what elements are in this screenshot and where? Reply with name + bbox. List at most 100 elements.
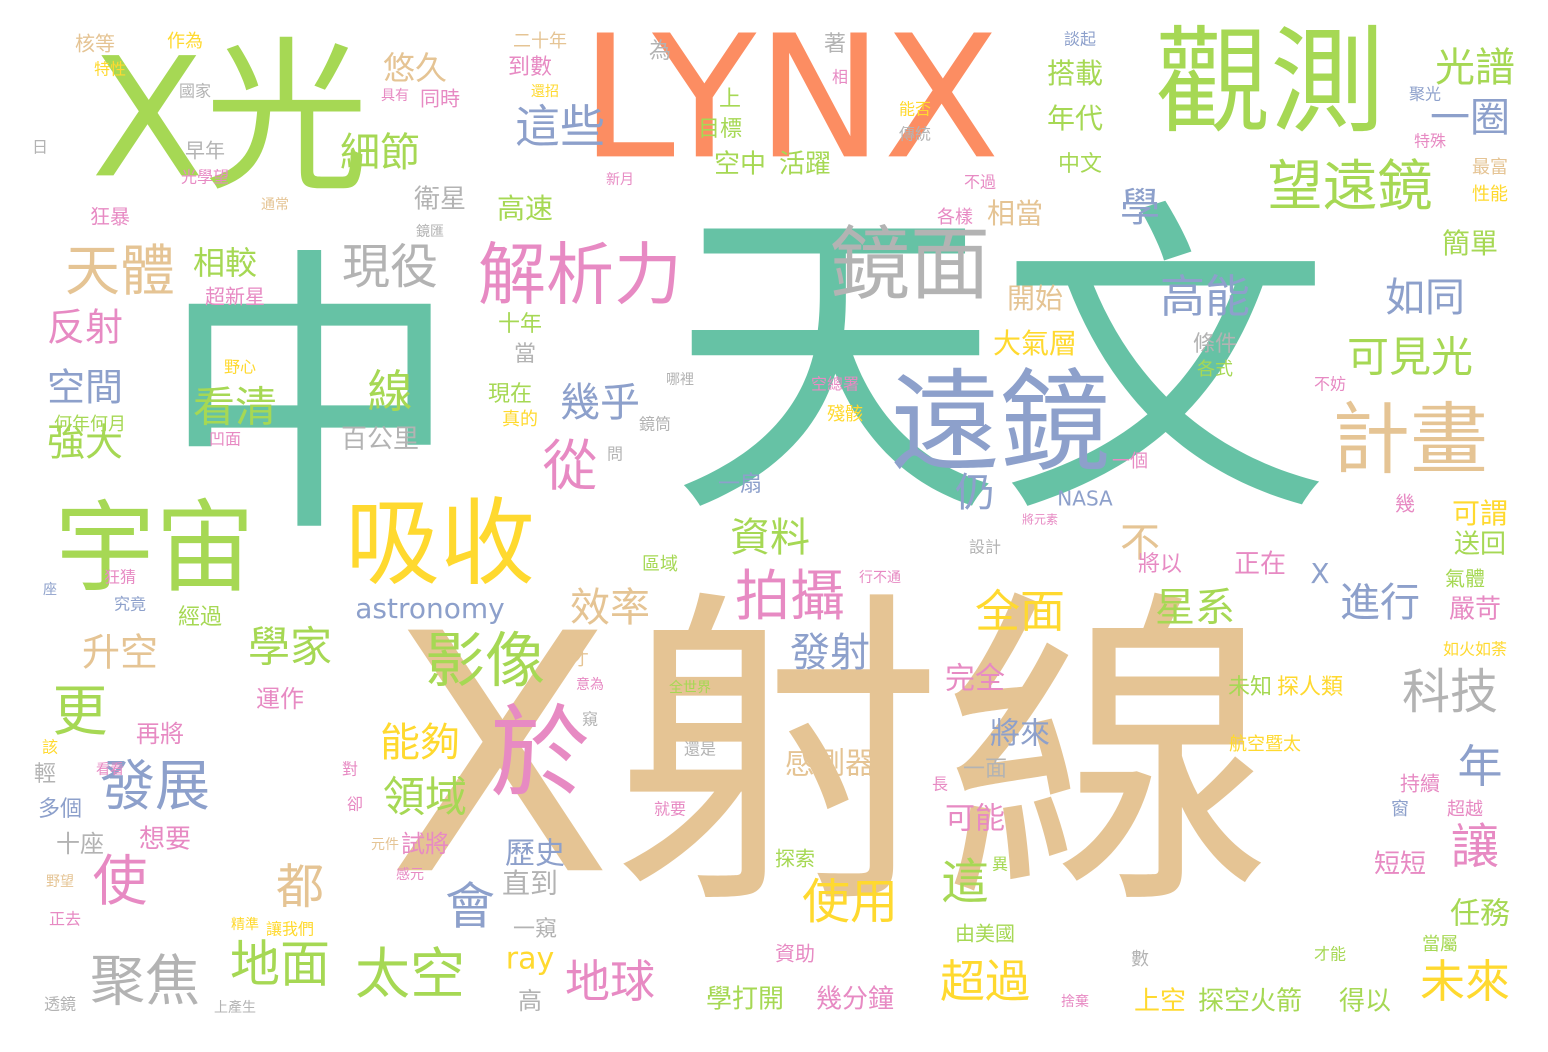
cloud-word: 性能 — [1472, 184, 1508, 205]
cloud-word: 星系 — [1155, 585, 1235, 631]
cloud-word: 狂猜 — [104, 568, 136, 587]
cloud-word: 年代 — [1047, 102, 1103, 135]
cloud-word: 著 — [824, 32, 846, 57]
cloud-word: 從 — [542, 434, 597, 498]
cloud-word: 天文 — [670, 174, 1330, 558]
cloud-word: 野望 — [46, 874, 74, 890]
cloud-word: 影像 — [425, 627, 545, 697]
cloud-word: 可謂 — [1452, 497, 1508, 530]
cloud-word: 相較 — [193, 244, 257, 282]
cloud-word: 幾乎 — [560, 380, 640, 426]
cloud-word: 強大 — [47, 421, 123, 465]
cloud-word: 通常 — [261, 197, 289, 213]
cloud-word: 當屬 — [1422, 934, 1458, 955]
cloud-word: 試將 — [401, 830, 449, 858]
cloud-word: 簡單 — [1442, 227, 1498, 260]
cloud-word: 聚焦 — [90, 949, 200, 1013]
cloud-word: 一圈 — [1430, 95, 1510, 141]
cloud-word: 空中 — [714, 150, 766, 180]
cloud-word: 高速 — [497, 192, 553, 225]
cloud-word: 於 — [490, 694, 590, 811]
cloud-word: 全世界 — [669, 679, 711, 696]
cloud-word: 如火如荼 — [1443, 640, 1507, 659]
cloud-word: 座 — [43, 582, 57, 598]
cloud-word: 才能 — [1314, 945, 1346, 964]
cloud-word: 還招 — [531, 84, 559, 100]
cloud-word: 特性 — [94, 60, 126, 79]
cloud-word: 狂暴 — [90, 205, 130, 229]
cloud-word: 行不通 — [859, 570, 901, 586]
cloud-word: 感元 — [396, 866, 424, 883]
cloud-word: 一扇 — [718, 472, 762, 497]
cloud-word: 輕 — [34, 762, 56, 787]
cloud-word: 效率 — [570, 585, 650, 631]
cloud-word: 十年 — [498, 312, 542, 337]
cloud-word: 精準 — [231, 917, 259, 933]
cloud-word: 一個 — [1112, 451, 1148, 472]
cloud-word: 反射 — [47, 306, 123, 350]
cloud-word: 凹面 — [209, 430, 241, 449]
cloud-word: 讓 — [1451, 819, 1499, 875]
cloud-word: 高能 — [1160, 270, 1250, 323]
cloud-word: 國家 — [179, 82, 211, 101]
cloud-word: 窺 — [582, 710, 598, 729]
cloud-word: 宇宙 — [55, 489, 255, 606]
cloud-word: 仍 — [955, 470, 995, 516]
cloud-word: 看看 — [96, 762, 124, 778]
cloud-word: 鏡筒 — [639, 415, 671, 434]
cloud-word: 地球 — [565, 955, 655, 1008]
cloud-word: 鏡面 — [830, 218, 990, 311]
cloud-word: 再將 — [136, 720, 184, 748]
cloud-word: 大氣層 — [993, 327, 1077, 360]
cloud-word: 元件 — [371, 837, 399, 853]
cloud-word: 條件 — [1193, 332, 1237, 357]
cloud-word: 意為 — [576, 676, 604, 693]
cloud-word: 問 — [607, 445, 623, 464]
cloud-word: 探人類 — [1277, 675, 1343, 700]
cloud-word: 這 — [941, 854, 989, 910]
cloud-word: 領域 — [383, 773, 467, 822]
cloud-word: LYNX — [580, 0, 1000, 197]
cloud-word: 光譜 — [1435, 45, 1515, 91]
cloud-word: 開始 — [1007, 282, 1063, 315]
cloud-word: 線 — [367, 365, 412, 418]
cloud-word: 使 — [92, 849, 147, 913]
cloud-word: 由美國 — [955, 922, 1015, 946]
cloud-word: 上空 — [1134, 987, 1186, 1017]
cloud-word: 核等 — [75, 32, 115, 56]
cloud-word: 相當 — [987, 197, 1043, 230]
cloud-word: 未知 — [1228, 675, 1272, 700]
cloud-word: 更 — [52, 679, 107, 743]
cloud-word: 發展 — [100, 754, 210, 818]
cloud-word: 上產生 — [214, 999, 256, 1016]
cloud-word: 航空暨太 — [1229, 734, 1301, 755]
cloud-word: 設計 — [969, 538, 1001, 557]
cloud-word: 將以 — [1138, 552, 1182, 577]
cloud-word: 數 — [1131, 949, 1149, 970]
cloud-word: 殘骸 — [827, 404, 863, 425]
cloud-word: 發射 — [790, 630, 870, 676]
cloud-word: 幾分鐘 — [816, 985, 894, 1015]
cloud-word: 上 — [719, 87, 741, 112]
cloud-word: 窗 — [1391, 799, 1409, 820]
cloud-word: 太空 — [355, 942, 465, 1006]
cloud-word: 科技 — [1402, 664, 1498, 720]
cloud-word: 遠鏡 — [890, 358, 1110, 486]
cloud-word: 還是 — [684, 740, 716, 759]
cloud-word: 得以 — [1339, 987, 1391, 1017]
cloud-word: 作為 — [167, 31, 203, 52]
cloud-word: 同時 — [420, 87, 460, 111]
cloud-word: 探索 — [775, 847, 815, 871]
cloud-word: NASA — [1057, 487, 1113, 511]
cloud-word: 為 — [649, 39, 671, 64]
cloud-word: 透鏡 — [44, 995, 76, 1014]
cloud-word: 將來 — [990, 717, 1050, 752]
cloud-word: 能夠 — [380, 720, 460, 766]
cloud-word: 真的 — [502, 409, 538, 430]
cloud-word: 光學望 — [181, 168, 229, 187]
cloud-word: 嚴苛 — [1449, 595, 1501, 625]
cloud-word: X射線 — [387, 564, 1273, 948]
cloud-word: 特殊 — [1414, 132, 1446, 151]
cloud-word: 感測器 — [785, 747, 875, 782]
cloud-word: 學家 — [248, 623, 332, 672]
